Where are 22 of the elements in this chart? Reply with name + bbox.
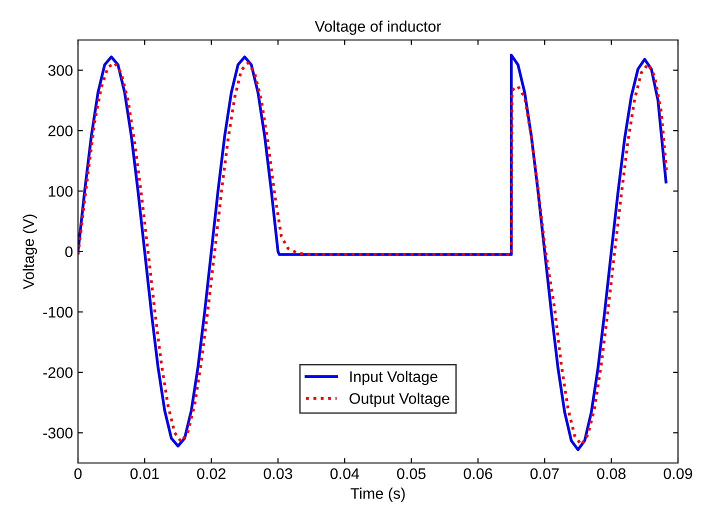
x-tick-label: 0.03 — [264, 468, 292, 480]
y-tick-label: -100 — [43, 306, 73, 318]
y-tick-label: -300 — [43, 428, 73, 438]
x-tick-label: 0.08 — [597, 468, 626, 480]
x-tick-label: 0.07 — [530, 468, 559, 480]
legend-label: Input Voltage — [350, 370, 438, 386]
x-tick-label: 0.05 — [397, 468, 426, 480]
x-axis-title: Time (s) — [350, 488, 405, 502]
y-tick-label: 300 — [48, 65, 73, 76]
y-axis-title: Voltage (V) — [22, 214, 38, 290]
legend-label: Output Voltage — [350, 392, 450, 407]
y-tick-label: 100 — [48, 186, 73, 197]
x-tick-label: 0.01 — [130, 468, 159, 480]
y-tick-label: 200 — [48, 126, 73, 136]
y-tick-label: 0 — [65, 246, 73, 258]
x-tick-label: 0.09 — [664, 468, 692, 480]
x-tick-label: 0.02 — [197, 468, 226, 480]
x-tick-label: 0.06 — [464, 468, 492, 480]
y-tick-label: -200 — [43, 367, 73, 378]
x-tick-label: 0.04 — [330, 468, 360, 480]
chart-title: Voltage of inductor — [314, 20, 442, 35]
x-tick-label: 0 — [74, 468, 82, 480]
